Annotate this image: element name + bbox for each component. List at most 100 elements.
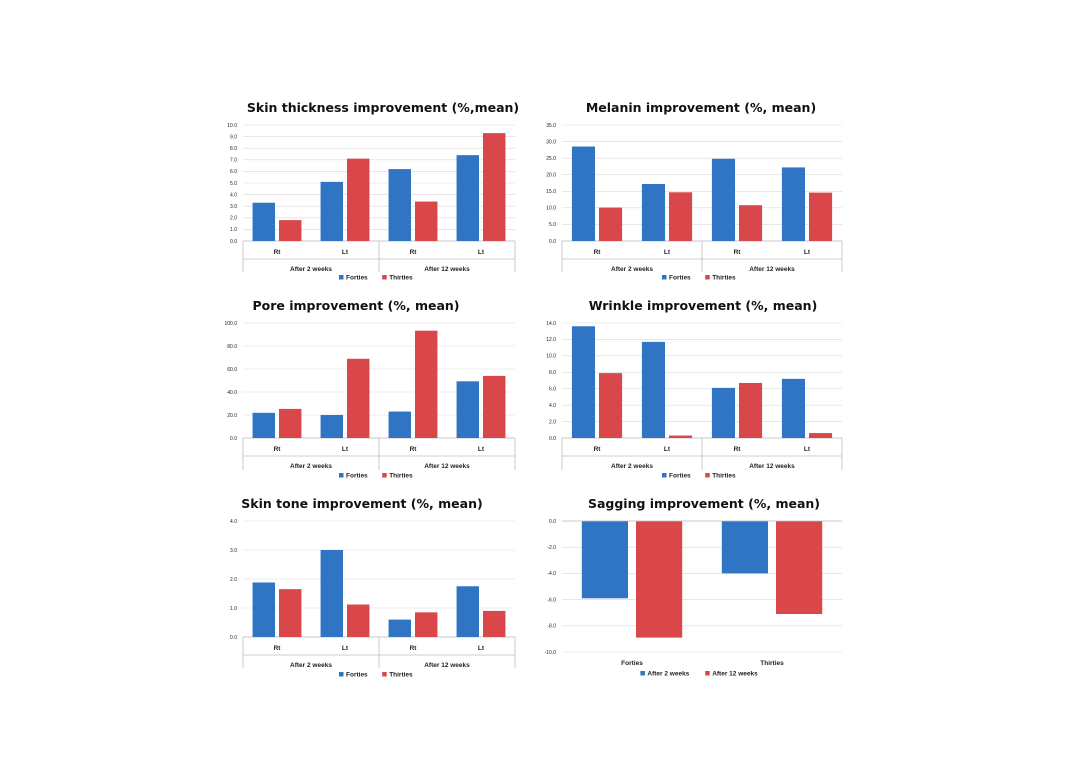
legend-label: Forties: [669, 473, 691, 480]
y-tick-label: -2.0: [547, 545, 556, 551]
y-tick-label: 100.0: [224, 321, 237, 327]
legend-label: After 12 weeks: [712, 671, 758, 678]
x-group-label: After 2 weeks: [611, 463, 653, 470]
bar-thirties: [599, 207, 623, 241]
x-category-label: Rt: [274, 249, 282, 256]
y-tick-label: 1.0: [230, 606, 237, 612]
y-tick-label: 0.0: [549, 519, 556, 525]
legend-label: After 2 weeks: [647, 671, 689, 678]
bar-forties: [388, 619, 411, 637]
y-tick-label: 4.0: [230, 519, 237, 525]
bar-thirties: [347, 604, 370, 637]
legend-swatch: [382, 275, 387, 280]
y-tick-label: 10.0: [546, 354, 556, 360]
y-tick-label: -8.0: [547, 624, 556, 630]
y-tick-label: -6.0: [547, 597, 556, 603]
x-category-label: Lt: [342, 446, 349, 453]
legend-label: Thirties: [389, 275, 413, 282]
y-tick-label: 2.0: [230, 216, 237, 222]
bar-thirties: [279, 589, 302, 637]
y-tick-label: 5.0: [230, 181, 237, 187]
chart-title: Wrinkle improvement (%, mean): [589, 298, 818, 313]
y-tick-label: 3.0: [230, 548, 237, 554]
bar-forties: [320, 415, 343, 438]
legend-swatch: [382, 473, 387, 478]
legend-label: Thirties: [712, 473, 736, 480]
x-category-label: Rt: [734, 249, 742, 256]
legend-swatch: [662, 473, 667, 478]
x-category-label: Lt: [342, 249, 349, 256]
x-category-label: Lt: [664, 446, 671, 453]
y-tick-label: 0.0: [230, 635, 237, 641]
bar-forties: [456, 586, 479, 637]
y-tick-label: 9.0: [230, 134, 237, 140]
y-tick-label: 3.0: [230, 204, 237, 210]
bar-thirties: [279, 220, 302, 241]
y-tick-label: 1.0: [230, 227, 237, 233]
x-category-label: Lt: [804, 446, 811, 453]
chart-4: Wrinkle improvement (%, mean) 0.0 2.0 4.0 6.…: [546, 298, 843, 480]
chart-title: Pore improvement (%, mean): [253, 298, 460, 313]
bar-thirties: [483, 375, 506, 438]
chart-title: Skin tone improvement (%, mean): [241, 496, 482, 511]
bar-thirties: [739, 205, 763, 241]
y-tick-label: 20.0: [227, 413, 237, 419]
y-tick-label: 35.0: [546, 123, 556, 129]
bar-after-12-weeks: [776, 521, 823, 615]
y-tick-label: 4.0: [549, 403, 556, 409]
x-category-label: Lt: [804, 249, 811, 256]
bar-forties: [456, 381, 479, 438]
bar-thirties: [739, 382, 763, 438]
y-tick-label: 7.0: [230, 158, 237, 164]
x-category-label: Rt: [274, 645, 282, 652]
chart-title: Skin thickness improvement (%,mean): [247, 100, 519, 115]
chart-3: Pore improvement (%, mean) 0.0 20.0 40.0 60.…: [224, 298, 516, 480]
y-tick-label: 80.0: [227, 344, 237, 350]
x-category-label: Rt: [594, 249, 602, 256]
x-group-label: After 2 weeks: [290, 662, 332, 669]
bar-after-2-weeks: [721, 521, 768, 574]
legend-swatch: [705, 671, 710, 676]
bar-forties: [781, 378, 805, 438]
bar-forties: [320, 550, 343, 637]
y-tick-label: 14.0: [546, 321, 556, 327]
bar-forties: [252, 412, 275, 438]
x-group-label: After 12 weeks: [749, 266, 795, 273]
bar-thirties: [347, 158, 370, 241]
legend-swatch: [382, 672, 387, 677]
legend-label: Forties: [346, 473, 368, 480]
chart-2: Melanin improvement (%, mean) 0.0 5.0 10.0 1…: [546, 100, 843, 282]
y-tick-label: 8.0: [230, 146, 237, 152]
y-tick-label: 60.0: [227, 367, 237, 373]
bar-after-2-weeks: [581, 521, 628, 599]
x-category-label: Rt: [594, 446, 602, 453]
bar-forties: [388, 169, 411, 241]
x-category-label: Rt: [410, 249, 418, 256]
x-category-label: Lt: [478, 249, 485, 256]
y-tick-label: 6.0: [549, 387, 556, 393]
bar-forties: [711, 387, 735, 438]
chart-title: Sagging improvement (%, mean): [588, 496, 820, 511]
bar-forties: [252, 582, 275, 637]
y-tick-label: 0.0: [230, 436, 237, 442]
legend-label: Thirties: [389, 473, 413, 480]
y-tick-label: -10.0: [545, 650, 557, 656]
bar-forties: [388, 411, 411, 438]
x-group-label: After 2 weeks: [611, 266, 653, 273]
x-category-label: Rt: [734, 446, 742, 453]
x-category-label: Lt: [664, 249, 671, 256]
y-tick-label: 2.0: [549, 419, 556, 425]
bar-thirties: [809, 192, 833, 241]
x-category-label: Forties: [621, 660, 643, 667]
legend-label: Forties: [346, 275, 368, 282]
legend-label: Forties: [346, 672, 368, 679]
y-tick-label: 25.0: [546, 156, 556, 162]
legend-label: Forties: [669, 275, 691, 282]
bar-thirties: [669, 435, 693, 438]
chart-1: Skin thickness improvement (%,mean) 0.0 1.…: [227, 100, 519, 282]
bar-thirties: [279, 408, 302, 438]
y-tick-label: 20.0: [546, 173, 556, 179]
y-tick-label: 12.0: [546, 337, 556, 343]
x-group-label: After 12 weeks: [424, 662, 470, 669]
bar-forties: [252, 202, 275, 241]
